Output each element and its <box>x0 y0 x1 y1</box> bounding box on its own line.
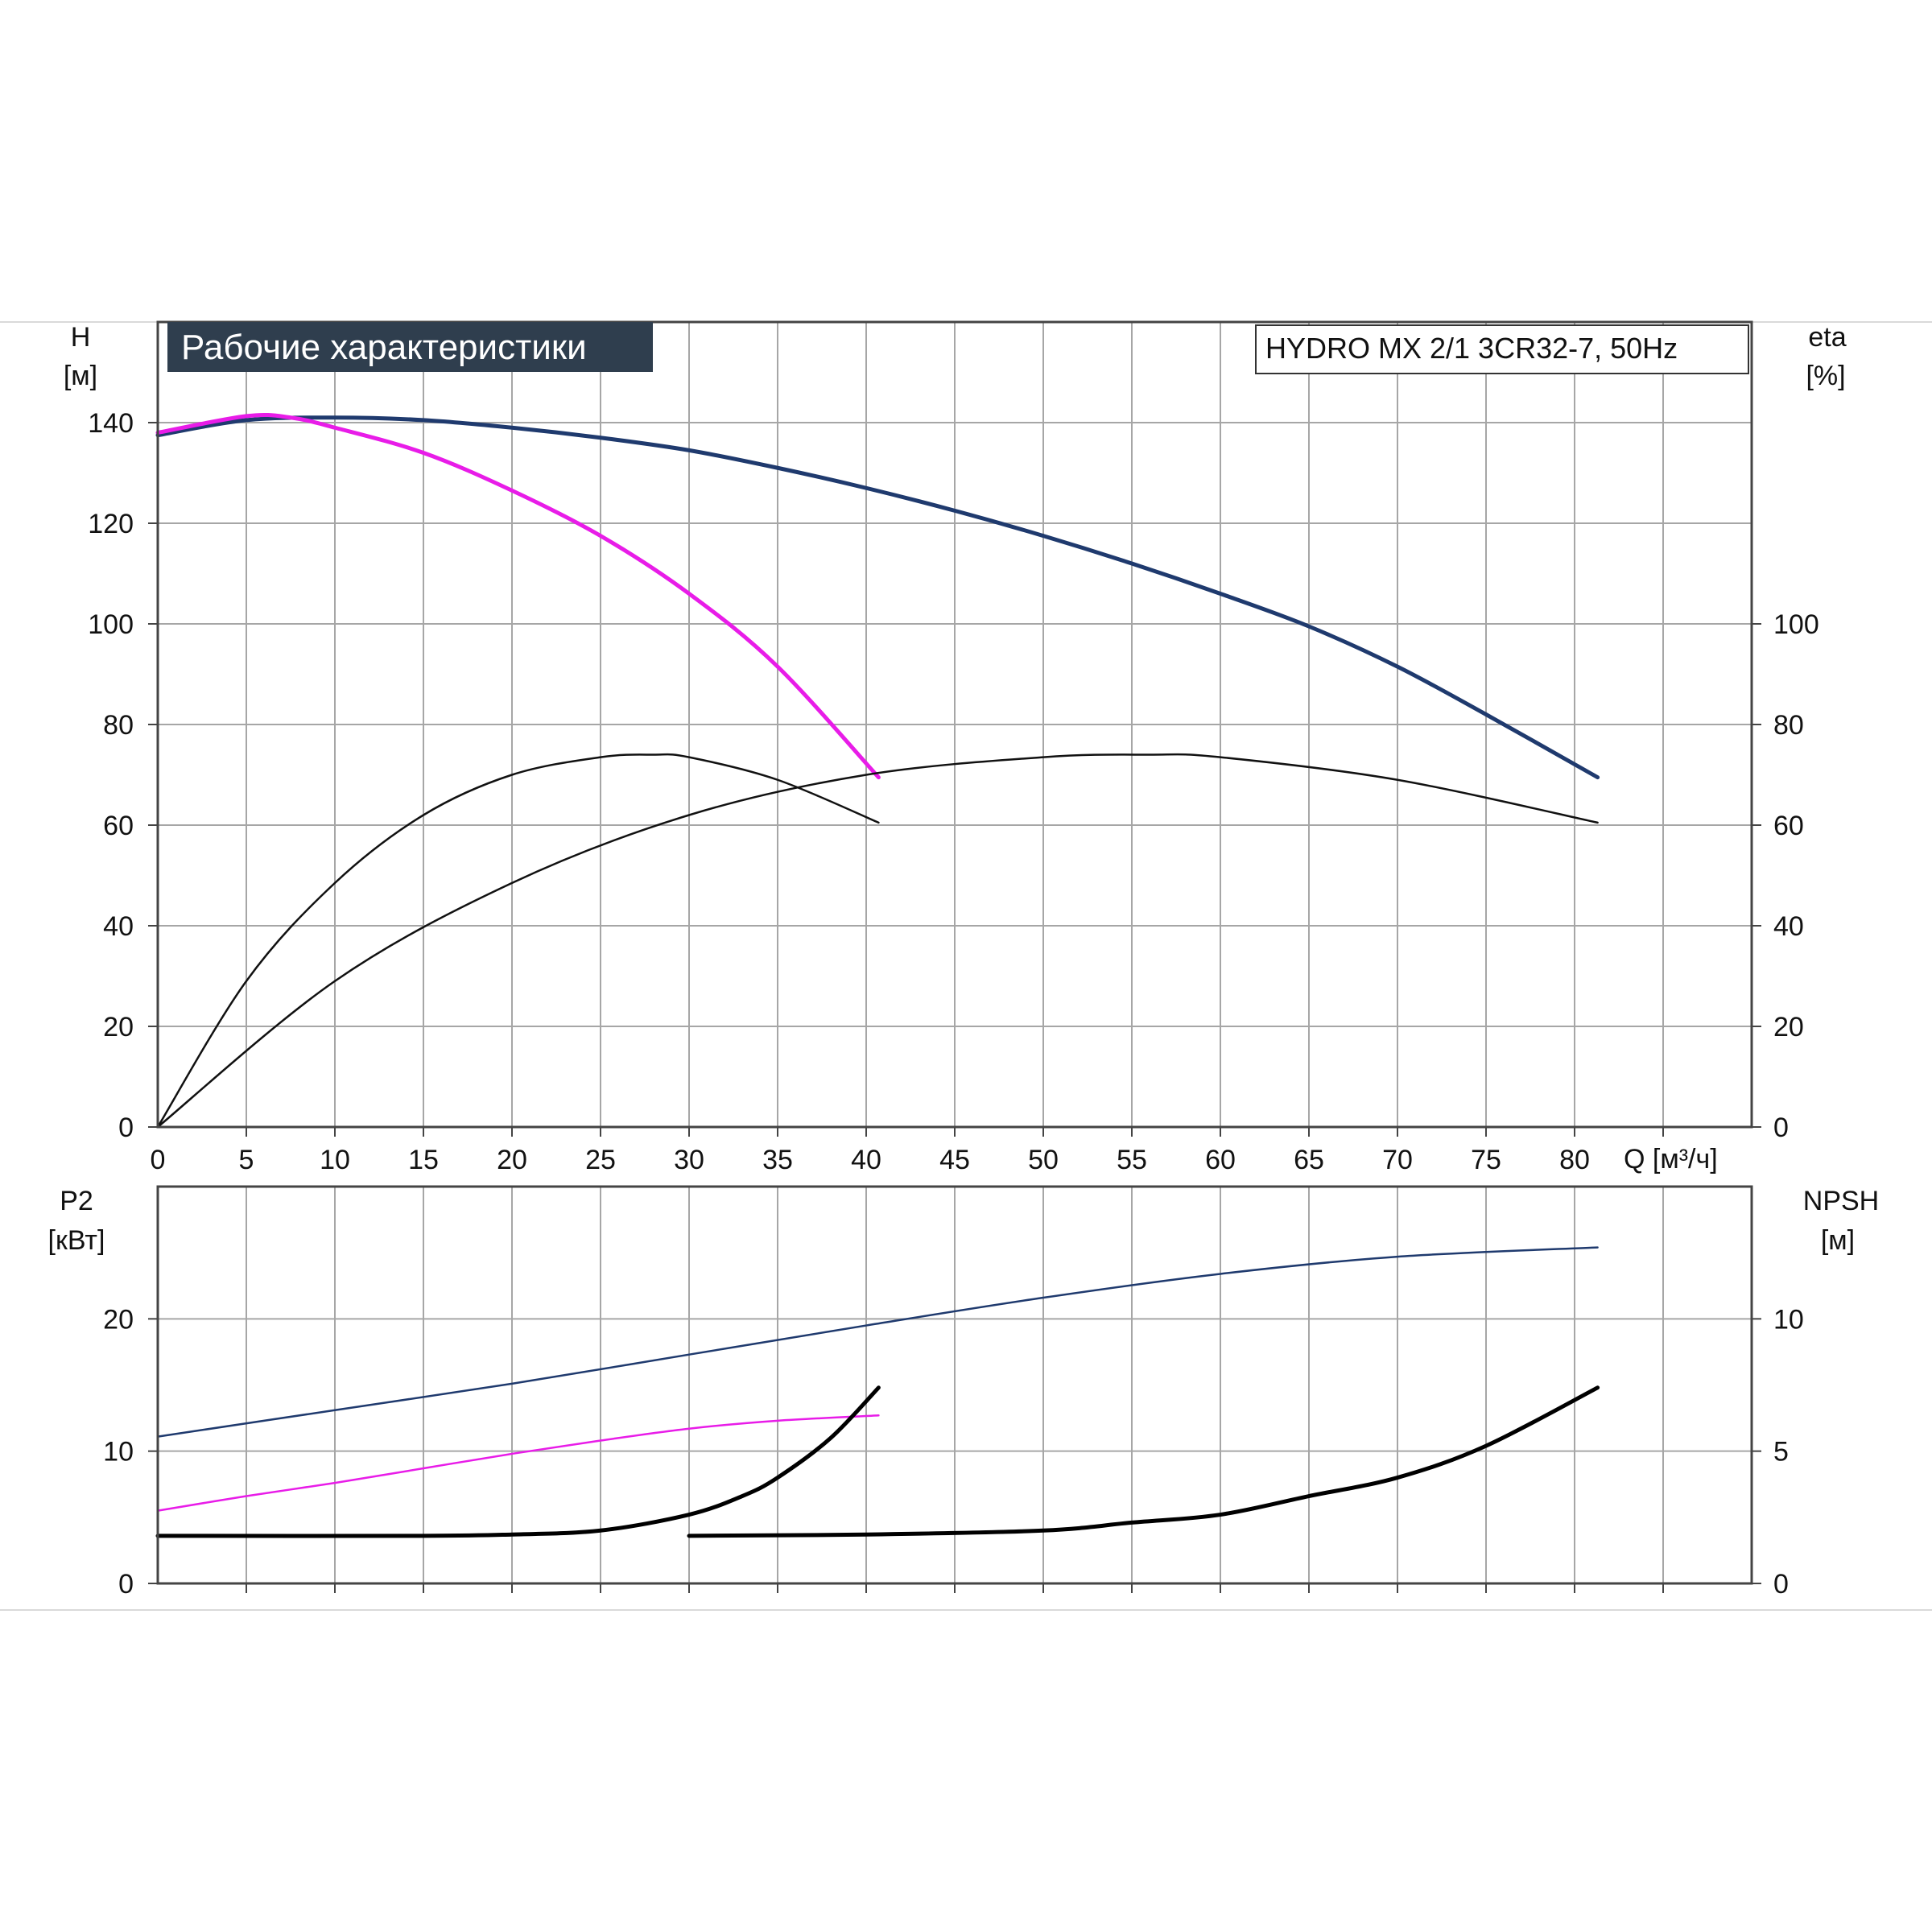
upper-y-tick-label: 60 <box>103 811 134 841</box>
y-axis-name-p2: P2 <box>60 1186 93 1216</box>
upper-y2-tick-label: 40 <box>1773 911 1804 942</box>
y-axis-unit-h: [м] <box>64 361 97 391</box>
series-head-two-pumps <box>155 415 1600 780</box>
x-tick-label: 10 <box>320 1145 350 1175</box>
x-tick-label: 65 <box>1294 1145 1324 1175</box>
x-tick-label: 45 <box>939 1145 970 1175</box>
x-tick-label: 40 <box>851 1145 881 1175</box>
y2-axis-unit-npsh: [м] <box>1821 1225 1855 1256</box>
series-efficiency-two-pumps <box>156 753 1599 1129</box>
upper-y-tick-label: 40 <box>103 911 134 942</box>
upper-plot-frame <box>156 320 1753 1129</box>
x-tick-label: 30 <box>674 1145 704 1175</box>
upper-y2-tick-label: 80 <box>1773 710 1804 741</box>
series-power-two-pumps <box>156 1246 1599 1438</box>
x-axis-label: Q [м³/ч] <box>1624 1144 1718 1174</box>
x-tick-label: 60 <box>1205 1145 1236 1175</box>
x-tick-label: 25 <box>585 1145 616 1175</box>
y-axis-name-h: H <box>71 322 91 353</box>
model-box <box>1255 324 1749 374</box>
upper-y-tick-label: 20 <box>103 1012 134 1042</box>
series-efficiency-one-pump <box>156 753 880 1129</box>
y2-axis-name-eta: eta <box>1808 322 1846 353</box>
upper-tick-labels: 0 20 40 60 80 100 120 140 0 20 40 60 80 100 0 5 10 15 20 25… <box>88 408 1818 1175</box>
lower-y-tick-label: 0 <box>118 1569 134 1600</box>
y-axis-unit-p2: [кВт] <box>48 1225 105 1256</box>
upper-y-tick-label: 100 <box>88 609 134 640</box>
x-tick-label: 75 <box>1471 1145 1501 1175</box>
series-power-one-pump <box>156 1414 880 1512</box>
x-tick-label: 15 <box>408 1145 439 1175</box>
chart-title: Рабочие характеристики <box>181 328 587 367</box>
model-label: HYDRO MX 2/1 3CR32-7, 50Hz <box>1265 332 1678 365</box>
x-tick-label: 0 <box>151 1145 166 1175</box>
lower-tick-labels: 0 10 20 0 5 10 <box>103 1304 1804 1600</box>
lower-y2-tick-label: 10 <box>1773 1304 1804 1335</box>
lower-y-tick-label: 20 <box>103 1304 134 1335</box>
lower-y2-tick-label: 0 <box>1773 1569 1789 1600</box>
upper-y-tick-label: 140 <box>88 408 134 439</box>
y2-axis-unit-eta: [%] <box>1806 361 1845 391</box>
x-tick-label: 50 <box>1028 1145 1059 1175</box>
x-tick-label: 35 <box>762 1145 793 1175</box>
upper-grid <box>148 322 1761 1137</box>
upper-y-tick-label: 120 <box>88 509 134 539</box>
x-tick-label: 80 <box>1559 1145 1590 1175</box>
upper-y2-tick-label: 60 <box>1773 811 1804 841</box>
x-tick-label: 70 <box>1382 1145 1413 1175</box>
series-head-one-pump <box>155 412 881 780</box>
upper-y-tick-label: 80 <box>103 710 134 741</box>
lower-plot-frame <box>156 1185 1753 1585</box>
lower-y-tick-label: 10 <box>103 1437 134 1468</box>
upper-series <box>155 412 1600 1129</box>
upper-y2-tick-label: 20 <box>1773 1012 1804 1042</box>
title-box <box>167 322 653 372</box>
lower-grid <box>148 1187 1761 1593</box>
upper-y-tick-label: 0 <box>118 1113 134 1143</box>
upper-y2-tick-label: 100 <box>1773 609 1819 640</box>
y2-axis-name-npsh: NPSH <box>1803 1186 1879 1216</box>
lower-series <box>155 1246 1600 1538</box>
x-tick-label: 55 <box>1117 1145 1147 1175</box>
series-npsh-two-pumps <box>687 1385 1600 1538</box>
lower-y2-tick-label: 5 <box>1773 1437 1789 1468</box>
series-npsh-one-pump <box>155 1385 881 1538</box>
upper-y2-tick-label: 0 <box>1773 1113 1789 1143</box>
x-tick-label: 20 <box>497 1145 527 1175</box>
x-tick-label: 5 <box>239 1145 254 1175</box>
